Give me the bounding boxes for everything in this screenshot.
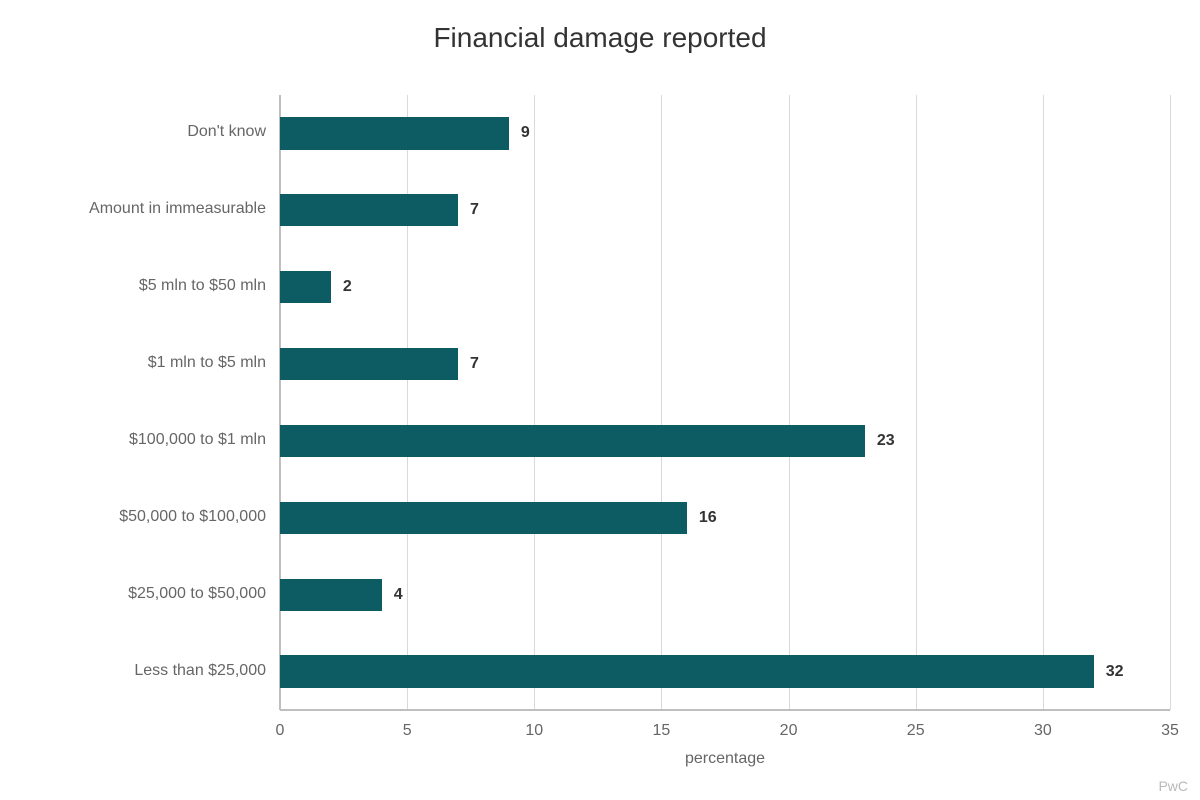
x-tick-label: 25 [907, 722, 925, 740]
category-label: $100,000 to $1 mln [129, 431, 266, 449]
gridline [534, 95, 535, 710]
bar [280, 655, 1094, 687]
bar-row [280, 579, 1170, 611]
x-tick-label: 35 [1161, 722, 1179, 740]
gridline [1043, 95, 1044, 710]
plot-area [280, 95, 1170, 710]
category-label: $5 mln to $50 mln [139, 277, 266, 295]
gridline [916, 95, 917, 710]
x-tick-label: 10 [525, 722, 543, 740]
bar [280, 579, 382, 611]
category-label: Amount in immeasurable [89, 200, 266, 218]
plot-wrapper: 0 5 10 15 20 25 30 35 Don't know 9 Amount in immea… [0, 0, 1200, 800]
gridline [407, 95, 408, 710]
category-label: $50,000 to $100,000 [119, 508, 266, 526]
y-axis-line [279, 95, 281, 710]
bar [280, 348, 458, 380]
gridline [789, 95, 790, 710]
bar [280, 271, 331, 303]
bar [280, 194, 458, 226]
category-label: $1 mln to $5 mln [148, 354, 266, 372]
x-tick-label: 15 [653, 722, 671, 740]
bar-value-label: 16 [699, 509, 717, 527]
source-label: PwC [1158, 778, 1188, 794]
gridline [1170, 95, 1171, 710]
bar [280, 502, 687, 534]
bar-value-label: 23 [877, 432, 895, 450]
bar-value-label: 9 [521, 124, 530, 142]
bar-row [280, 502, 1170, 534]
bar-value-label: 32 [1106, 663, 1124, 681]
bar-value-label: 7 [470, 201, 479, 219]
bar-row [280, 194, 1170, 226]
bar-value-label: 2 [343, 278, 352, 296]
gridline [661, 95, 662, 710]
x-tick-label: 20 [780, 722, 798, 740]
x-tick-label: 30 [1034, 722, 1052, 740]
bar [280, 117, 509, 149]
bar-row [280, 271, 1170, 303]
bar-row [280, 425, 1170, 457]
bar-row [280, 348, 1170, 380]
x-tick-label: 5 [403, 722, 412, 740]
bar-row [280, 117, 1170, 149]
category-label: Don't know [187, 123, 266, 141]
bar-value-label: 7 [470, 355, 479, 373]
category-label: Less than $25,000 [134, 662, 266, 680]
x-axis-line [280, 709, 1170, 711]
bar [280, 425, 865, 457]
category-label: $25,000 to $50,000 [128, 585, 266, 603]
x-axis-title: percentage [685, 750, 765, 768]
bar-row [280, 655, 1170, 687]
x-tick-label: 0 [276, 722, 285, 740]
bar-value-label: 4 [394, 586, 403, 604]
